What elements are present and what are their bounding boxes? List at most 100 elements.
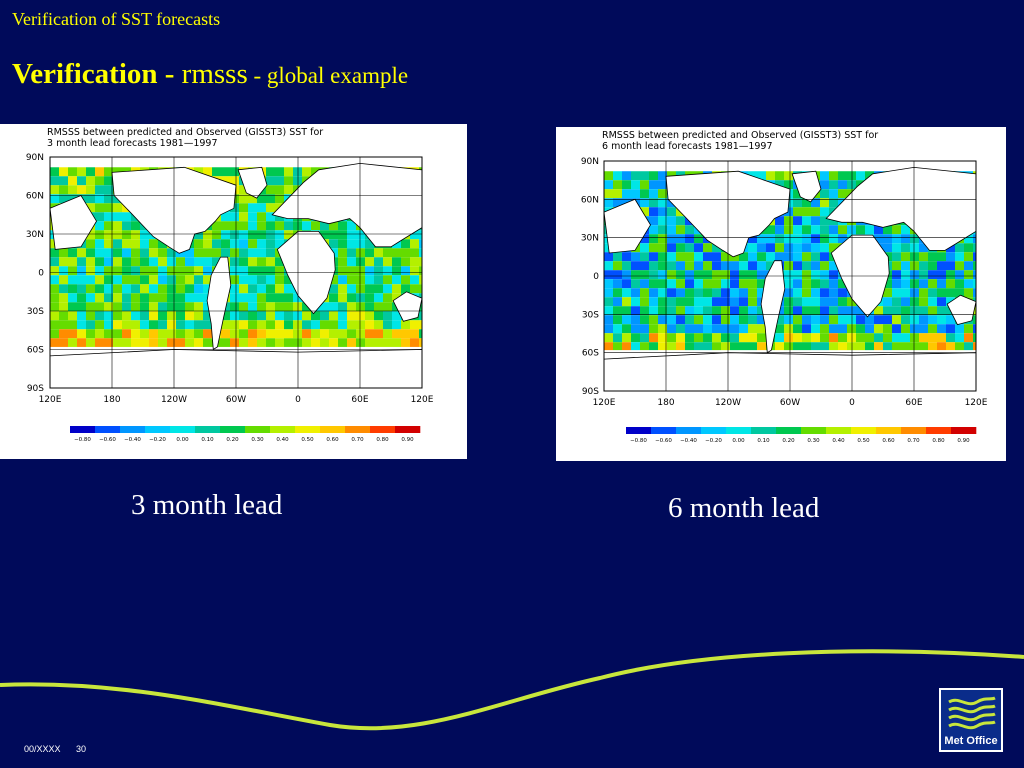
sst-cell (284, 329, 293, 339)
sst-cell (311, 221, 320, 231)
sst-cell (86, 257, 95, 267)
sst-cell (374, 320, 383, 330)
sst-cell (374, 248, 383, 258)
sst-cell (221, 248, 230, 258)
sst-cell (140, 230, 149, 240)
sst-cell (248, 221, 257, 231)
sst-cell (257, 275, 266, 285)
sst-cell (631, 288, 640, 298)
sst-cell (383, 338, 392, 347)
colorbar-swatch (851, 427, 877, 434)
sst-cell (640, 306, 649, 316)
sst-cell (167, 266, 176, 276)
sst-cell (604, 315, 613, 325)
sst-cell (802, 234, 811, 244)
sst-cell (883, 234, 892, 244)
sst-cell (937, 333, 946, 343)
sst-cell (266, 203, 275, 213)
sst-cell (131, 221, 140, 231)
sst-cell (266, 167, 275, 177)
sst-cell (239, 293, 248, 303)
sst-cell (667, 324, 676, 334)
sst-cell (230, 176, 239, 186)
sst-cell (703, 333, 712, 343)
sst-cell (248, 293, 257, 303)
sst-cell (685, 315, 694, 325)
sst-cell (194, 167, 203, 177)
colorbar-label: 0.40 (832, 438, 845, 444)
sst-cell (748, 324, 757, 334)
sst-cell (248, 203, 257, 213)
colorbar-label: −0.80 (74, 437, 91, 443)
sst-cell (356, 320, 365, 330)
map-svg-3-month: RMSSS between predicted and Observed (GI… (26, 127, 434, 443)
lon-label: 180 (657, 398, 674, 408)
sst-cell (622, 315, 631, 325)
sst-cell (320, 302, 329, 312)
sst-cell (829, 261, 838, 271)
colorbar: −0.80 −0.60 −0.40 −0.20 0.00 0.10 0.20 0.30 0.40… (70, 426, 421, 443)
sst-cell (667, 270, 676, 280)
sst-cell (104, 266, 113, 276)
sst-cell (329, 302, 338, 312)
sst-cell (194, 248, 203, 258)
sst-cell (176, 275, 185, 285)
sst-cell (892, 324, 901, 334)
sst-cell (104, 275, 113, 285)
sst-cell (410, 266, 419, 276)
sst-cell (856, 315, 865, 325)
lat-label: 90N (26, 153, 44, 163)
sst-cell (104, 239, 113, 249)
sst-cell (784, 234, 793, 244)
map-title-line1: RMSSS between predicted and Observed (GI… (602, 130, 878, 141)
sst-cell (230, 230, 239, 240)
sst-cell (694, 324, 703, 334)
sst-cell (676, 288, 685, 298)
sst-cell (829, 279, 838, 289)
sst-cell (122, 212, 131, 222)
sst-cell (946, 252, 955, 262)
sst-cell (275, 311, 284, 321)
sst-cell (784, 270, 793, 280)
sst-cell (649, 225, 658, 235)
sst-cell (194, 284, 203, 294)
sst-cell (964, 342, 973, 351)
sst-cell (892, 306, 901, 316)
sst-cell (104, 320, 113, 330)
sst-cell (338, 338, 347, 347)
sst-cell (365, 275, 374, 285)
colorbar-swatch (295, 426, 321, 433)
sst-cell (919, 297, 928, 307)
sst-cell (631, 189, 640, 199)
sst-cell (284, 221, 293, 231)
sst-cell (613, 180, 622, 190)
sst-cell (347, 338, 356, 347)
sst-cell (658, 198, 667, 208)
sst-cell (347, 275, 356, 285)
sst-cell (910, 297, 919, 307)
sst-cell (158, 257, 167, 267)
sst-cell (721, 333, 730, 343)
sst-cell (820, 198, 829, 208)
sst-cell (221, 230, 230, 240)
sst-cell (383, 329, 392, 339)
sst-cell (793, 342, 802, 351)
sst-cell (401, 320, 410, 330)
sst-cell (820, 180, 829, 190)
sst-cell (338, 257, 347, 267)
sst-cell (77, 185, 86, 195)
colorbar-label: 0.60 (882, 438, 895, 444)
sst-cell (131, 311, 140, 321)
sst-cell (221, 311, 230, 321)
sst-cell (730, 306, 739, 316)
sst-cell (802, 243, 811, 253)
sst-cell (329, 221, 338, 231)
colorbar-label: 0.60 (326, 437, 339, 443)
sst-cell (865, 315, 874, 325)
colorbar-label: 0.30 (251, 437, 264, 443)
sst-cell (838, 180, 847, 190)
sst-cell (658, 252, 667, 262)
latitude-labels: 90N 60N 30N 0 30S 60S 90S (581, 157, 599, 397)
sst-cell (203, 230, 212, 240)
sst-cell (802, 288, 811, 298)
